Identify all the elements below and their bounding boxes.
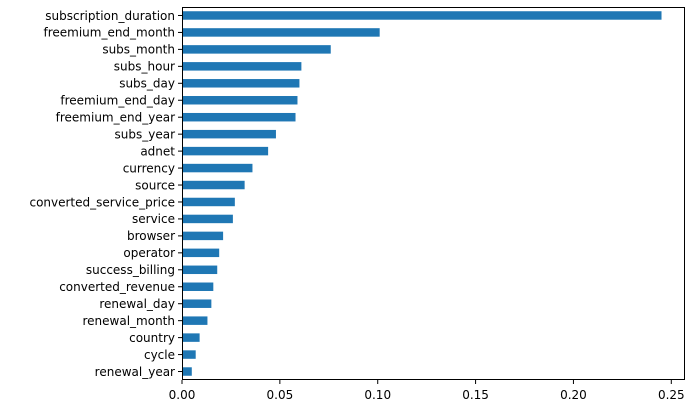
bar-operator: [182, 248, 220, 258]
bar-renewal_month: [182, 316, 208, 325]
bar-subs_month: [182, 45, 331, 54]
y-tick-label: browser: [127, 229, 175, 243]
y-tick-label: currency: [123, 161, 175, 175]
x-tick-label: 0.15: [462, 388, 489, 402]
y-tick-label: freemium_end_year: [56, 111, 175, 125]
bar-country: [182, 333, 200, 342]
bar-freemium_end_month: [182, 28, 380, 37]
y-tick-label: subs_hour: [114, 60, 175, 74]
y-tick-label: freemium_end_month: [43, 26, 175, 40]
bar-service: [182, 214, 233, 224]
y-tick-label: subs_year: [115, 127, 176, 141]
bar-source: [182, 180, 245, 190]
y-tick-label: success_billing: [86, 263, 175, 277]
y-tick-label: subs_month: [102, 43, 175, 57]
y-tick-label: country: [129, 331, 175, 345]
bar-browser: [182, 231, 224, 241]
x-tick-label: 0.10: [364, 388, 391, 402]
y-tick-label: service: [132, 212, 175, 226]
bar-renewal_day: [182, 299, 212, 308]
bar-converted_revenue: [182, 282, 214, 291]
x-tick-label: 0.20: [560, 388, 587, 402]
y-tick-label: operator: [123, 246, 175, 260]
bar-subs_year: [182, 129, 276, 139]
x-tick-label: 0.25: [658, 388, 685, 402]
y-tick-label: source: [135, 178, 175, 192]
bar-subscription_duration: [182, 11, 662, 20]
y-tick-label: subscription_duration: [45, 9, 175, 23]
y-axis-ticks: subscription_duration freemium_end_months…: [29, 9, 182, 379]
y-tick-label: adnet: [140, 144, 175, 158]
bar-success_billing: [182, 265, 218, 275]
y-tick-label: freemium_end_day: [60, 94, 175, 108]
y-tick-label: renewal_day: [99, 297, 175, 311]
bar-freemium_end_day: [182, 96, 298, 105]
bar-freemium_end_year: [182, 112, 296, 122]
axes-frame: [182, 7, 685, 380]
y-tick-label: subs_day: [119, 77, 175, 91]
bar-adnet: [182, 146, 269, 156]
bar-converted_service_price: [182, 197, 235, 207]
y-tick-label: cycle: [144, 348, 175, 362]
bar-currency: [182, 163, 253, 173]
y-tick-label: converted_service_price: [29, 195, 175, 209]
y-tick-label: converted_revenue: [59, 280, 175, 294]
bar-subs_day: [182, 79, 300, 88]
bar-cycle: [182, 350, 196, 359]
x-tick-label: 0.05: [267, 388, 294, 402]
bar-renewal_year: [182, 367, 192, 376]
y-tick-label: renewal_year: [95, 365, 175, 379]
x-tick-label: 0.00: [169, 388, 196, 402]
bar-subs_hour: [182, 62, 302, 71]
x-axis-ticks: 0.00 0.05 0.10 0.15 0.20 0.25: [169, 380, 685, 402]
y-tick-label: renewal_month: [83, 314, 176, 328]
bars-group: [182, 11, 662, 376]
